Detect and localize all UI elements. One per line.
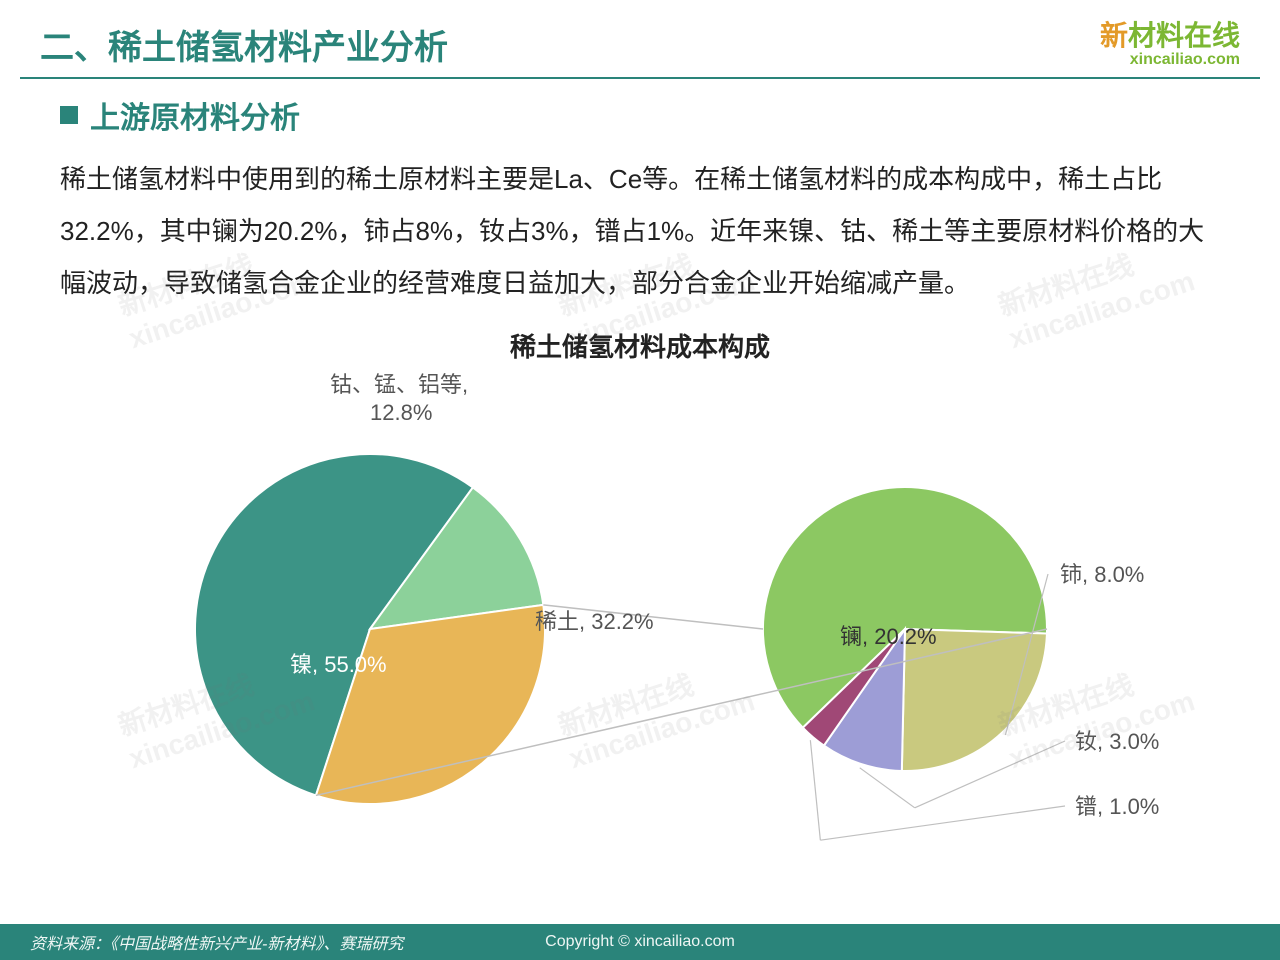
chart-title: 稀土储氢材料成本构成 xyxy=(0,327,1280,364)
slice-label: 钴、锰、铝等, xyxy=(330,372,468,397)
slice-label: 钕, 3.0% xyxy=(1075,729,1159,754)
slice-label: 镨, 1.0% xyxy=(1075,794,1159,819)
page-title: 二、稀土储氢材料产业分析 xyxy=(40,20,448,69)
slice-label: 铈, 8.0% xyxy=(1060,562,1144,587)
logo-sub: xincailiao.com xyxy=(1100,51,1240,69)
footer: 资料来源：《中国战略性新兴产业-新材料》、赛瑞研究 Copyright © xi… xyxy=(0,924,1280,960)
footer-copyright: Copyright © xincailiao.com xyxy=(545,933,735,951)
footer-source: 资料来源：《中国战略性新兴产业-新材料》、赛瑞研究 xyxy=(30,930,403,954)
slice-label: 稀土, 32.2% xyxy=(535,609,654,634)
slice-label: 12.8% xyxy=(370,400,432,425)
slice-label: 镧, 20.2% xyxy=(840,624,937,649)
body-paragraph: 稀土储氢材料中使用到的稀土原材料主要是La、Ce等。在稀土储氢材料的成本构成中，… xyxy=(0,147,1280,309)
pie-slice-铈 xyxy=(902,629,1047,771)
chart-area: 镍, 55.0% 钴、锰、铝等, 12.8% 稀土, 32.2% 镧, 20.2% 铈, … xyxy=(0,364,1280,864)
section-header: 上游原材料分析 xyxy=(0,79,1280,147)
logo: 新材料在线 xincailiao.com xyxy=(1100,21,1240,69)
pie-charts-svg: 镍, 55.0% 钴、锰、铝等, 12.8% 稀土, 32.2% 镧, 20.2% 铈, … xyxy=(0,364,1280,864)
section-bullet-icon xyxy=(60,106,78,124)
logo-main: 新材料在线 xyxy=(1100,21,1240,52)
section-title: 上游原材料分析 xyxy=(90,93,300,137)
header: 二、稀土储氢材料产业分析 新材料在线 xincailiao.com xyxy=(0,0,1280,77)
slice-label: 镍, 55.0% xyxy=(290,652,387,677)
